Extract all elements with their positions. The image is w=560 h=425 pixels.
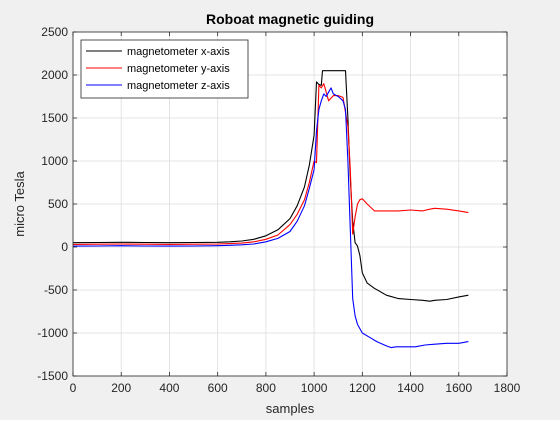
series-line-x-axis [72, 70, 469, 302]
y-tick-label: 2000 [41, 68, 68, 82]
legend: magnetometer x-axis magnetometer y-axis ma… [80, 39, 249, 99]
x-tick-label: 600 [208, 381, 228, 395]
series-line-z-axis [72, 87, 469, 349]
legend-box [80, 39, 249, 99]
x-tick-label: 1600 [445, 381, 472, 395]
y-tick-label: -500 [44, 283, 68, 297]
y-tick-label: 0 [61, 240, 68, 254]
chart-title: Roboat magnetic guiding [206, 11, 374, 27]
legend-label-y-axis: magnetometer y-axis [127, 63, 230, 75]
legend-label-z-axis: magnetometer z-axis [127, 80, 230, 92]
series-line-y-axis [72, 83, 469, 245]
y-tick-label: 1000 [41, 154, 68, 168]
y-tick-label: -1000 [37, 326, 68, 340]
legend-label-x-axis: magnetometer x-axis [127, 46, 230, 58]
x-tick-label: 1800 [494, 381, 521, 395]
x-tick-label: 400 [159, 381, 179, 395]
series-layer [72, 70, 469, 349]
x-tick-label: 0 [70, 381, 77, 395]
x-tick-label: 1400 [397, 381, 424, 395]
x-tick-label: 1000 [301, 381, 328, 395]
x-axis-label: samples [266, 401, 315, 416]
x-tick-label: 200 [111, 381, 131, 395]
y-tick-label: 2500 [41, 25, 68, 39]
y-tick-label: -1500 [37, 369, 68, 383]
y-tick-label: 1500 [41, 111, 68, 125]
y-tick-label: 500 [48, 197, 68, 211]
x-tick-label: 1200 [349, 381, 376, 395]
x-tick-label: 800 [256, 381, 276, 395]
ticks [72, 31, 508, 377]
tick-labels: 0 200 400 600 800 1000 1200 1400 1600 1800 -1500 -1… [37, 25, 520, 395]
y-axis-label: micro Tesla [12, 170, 27, 236]
